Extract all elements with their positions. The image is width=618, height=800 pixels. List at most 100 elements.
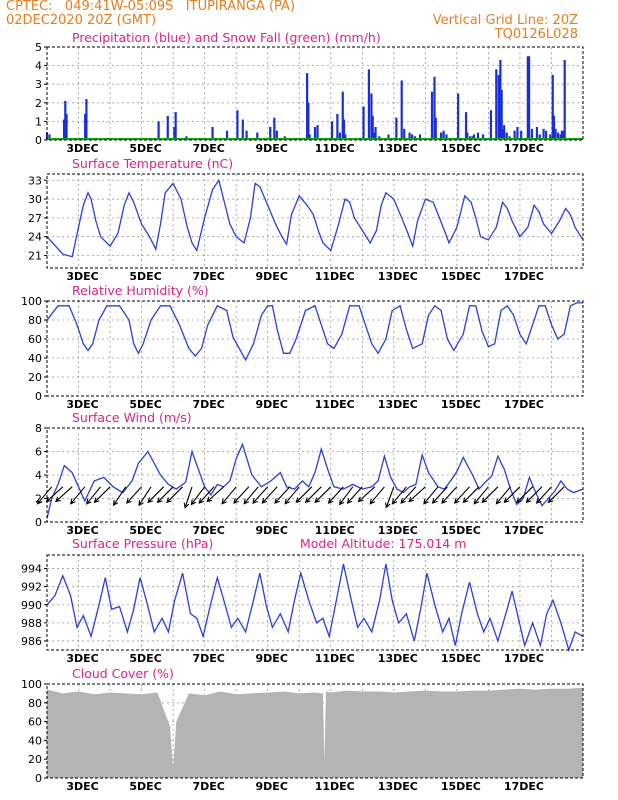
rh-y-tick-label: 0 [35, 390, 42, 403]
precip-bar [308, 134, 311, 140]
wind-vector-arrow [481, 486, 499, 504]
wind-vector-arrow [391, 486, 407, 505]
wind-vector-arrow [252, 486, 269, 504]
wind-x-tick-label: 17DEC [504, 524, 544, 537]
precip-bar [273, 117, 276, 140]
precip-bar [552, 115, 556, 140]
precip-x-tick-label: 5DEC [129, 142, 161, 155]
precip-bar [241, 119, 244, 140]
precip-bar [481, 134, 485, 140]
pres-y-tick-label: 990 [21, 599, 42, 612]
precip-bar [342, 119, 346, 140]
precip-bar [434, 117, 437, 140]
precip-frame [46, 46, 584, 141]
wind-vector-arrow [183, 486, 193, 509]
wind-x-tick-label: 11DEC [315, 524, 355, 537]
precip-bar [501, 128, 505, 140]
cloud-x-tick-label: 11DEC [315, 780, 355, 793]
precip-bar [373, 132, 376, 140]
wind-vector-arrow [274, 486, 291, 504]
precip-y-tick-label: 2 [35, 97, 42, 110]
precip-bar [225, 130, 229, 140]
wind-vector-arrow [93, 486, 111, 504]
temp-frame [46, 173, 584, 269]
cloud-x-tick-label: 3DEC [66, 780, 98, 793]
precip-x-tick-label: 9DEC [256, 142, 288, 155]
precip-bar [527, 56, 531, 140]
cloud-frame [46, 683, 584, 779]
wind-vector-arrow [190, 486, 206, 506]
precip-bar [362, 106, 365, 140]
wind-vector-arrow [36, 486, 53, 505]
pres-x-tick-label: 15DEC [441, 652, 481, 665]
precip-bar [84, 113, 87, 140]
precip-bar [306, 73, 309, 140]
precip-bar [520, 130, 523, 140]
pres-y-tick-label: 988 [21, 617, 42, 630]
precip-bar [545, 130, 548, 140]
wind-vector-arrow [423, 486, 439, 505]
precip-bar [505, 132, 508, 140]
precip-bar [403, 128, 406, 140]
precip-bar [166, 115, 169, 140]
precip-bar [316, 125, 319, 140]
wind-panel [36, 427, 584, 523]
precip-bar [408, 132, 411, 140]
precip-bar [538, 134, 541, 140]
wind-vector-arrow [295, 486, 313, 504]
precip-bar [65, 113, 68, 140]
precip-bar [560, 130, 563, 140]
temp-x-tick-label: 3DEC [66, 270, 98, 283]
pres-y-tick-label: 992 [21, 581, 42, 594]
rh-title: Relative Humidity (%) [72, 283, 209, 298]
precip-bar [433, 76, 436, 140]
header-model-id: TQ0126L028 [494, 27, 578, 42]
precip-bar [559, 134, 562, 140]
rh-y-tick-label: 100 [21, 295, 42, 308]
precip-x-tick-label: 7DEC [192, 142, 224, 155]
wind-vector-arrow [357, 486, 376, 503]
pres-x-tick-label: 13DEC [378, 652, 418, 665]
wind-y-tick-label: 2 [35, 493, 42, 506]
cloud-y-tick-label: 80 [28, 697, 42, 710]
precip-bar [341, 91, 344, 140]
wind-vector-arrow [112, 486, 127, 507]
precip-y-tick-label: 3 [35, 78, 42, 91]
wind-x-tick-label: 15DEC [441, 524, 481, 537]
precip-bar [371, 115, 374, 140]
wind-x-tick-label: 5DEC [129, 524, 161, 537]
pres-y-tick-label: 986 [21, 635, 42, 648]
precip-bar [85, 99, 88, 140]
precip-bar [526, 56, 529, 140]
wind-vector-arrow [338, 486, 354, 506]
precip-bar [440, 132, 443, 140]
wind-vector-arrow [385, 486, 395, 509]
rh-x-tick-label: 5DEC [129, 398, 161, 411]
precip-bar [430, 91, 434, 140]
cloud-y-tick-label: 20 [28, 753, 42, 766]
wind-x-tick-label: 3DEC [66, 524, 98, 537]
wind-vector-arrow [314, 486, 332, 504]
rh-x-tick-label: 7DEC [192, 398, 224, 411]
wind-vector-arrow [206, 486, 224, 503]
wind-vector-arrow [261, 486, 278, 504]
temp-series-line [46, 178, 584, 258]
precip-bar [418, 134, 422, 140]
wind-vector-arrow [400, 486, 417, 504]
precip-bar [367, 69, 371, 140]
temp-x-tick-label: 17DEC [504, 270, 544, 283]
temp-y-tick-label: 24 [28, 231, 42, 244]
wind-vector-arrow [85, 486, 102, 505]
rh-y-tick-label: 80 [28, 314, 42, 327]
precip-bar [442, 130, 445, 140]
rh-frame [46, 300, 584, 397]
pres-x-tick-label: 17DEC [504, 652, 544, 665]
precip-y-tick-label: 0 [35, 134, 42, 147]
precip-bar [64, 100, 67, 140]
wind-vector-arrow [233, 486, 250, 504]
precip-bar [336, 113, 339, 140]
wind-series-line [46, 442, 584, 519]
rh-x-tick-label: 11DEC [315, 398, 355, 411]
temp-x-tick-label: 11DEC [315, 270, 355, 283]
